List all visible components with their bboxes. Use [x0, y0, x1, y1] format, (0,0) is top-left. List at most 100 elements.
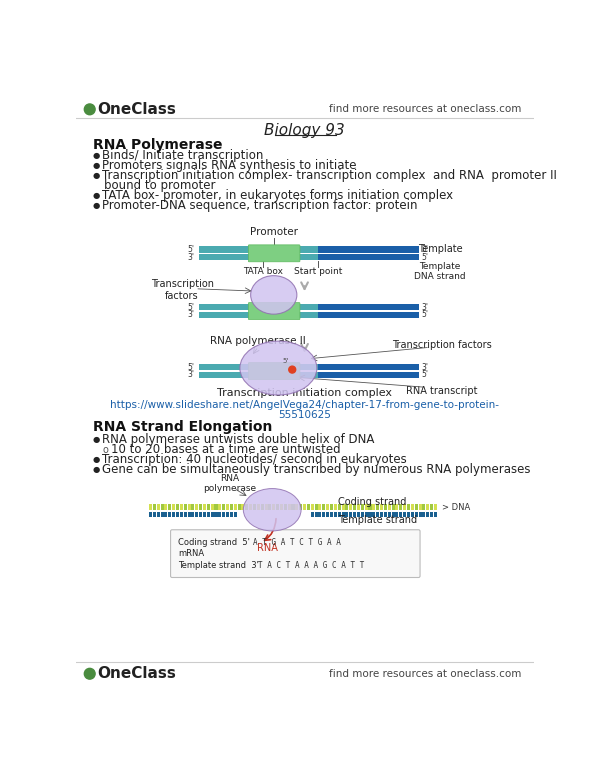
- Bar: [299, 504, 302, 510]
- Text: 10 to 20 bases at a time are untwisted: 10 to 20 bases at a time are untwisted: [111, 444, 341, 456]
- Text: A T G A T C T G A A: A T G A T C T G A A: [253, 537, 341, 547]
- Bar: [315, 504, 318, 510]
- Bar: [184, 512, 187, 517]
- Text: https://www.slideshare.net/AngelVega24/chapter-17-from-gene-to-protein-: https://www.slideshare.net/AngelVega24/c…: [110, 400, 499, 410]
- Bar: [330, 504, 333, 510]
- Bar: [388, 504, 391, 510]
- Bar: [322, 504, 325, 510]
- Bar: [199, 512, 202, 517]
- Bar: [380, 512, 383, 517]
- Bar: [168, 512, 171, 517]
- FancyBboxPatch shape: [248, 245, 300, 262]
- Ellipse shape: [240, 341, 317, 395]
- Bar: [315, 512, 318, 517]
- Text: Coding strand: Coding strand: [338, 497, 406, 507]
- Bar: [195, 504, 198, 510]
- Bar: [192, 504, 195, 510]
- Bar: [203, 504, 206, 510]
- Bar: [172, 504, 175, 510]
- Bar: [230, 512, 233, 517]
- Bar: [187, 504, 190, 510]
- Bar: [276, 504, 279, 510]
- Bar: [303, 504, 306, 510]
- Bar: [237, 504, 240, 510]
- Text: OneClass: OneClass: [98, 102, 176, 117]
- Bar: [338, 512, 341, 517]
- Bar: [199, 312, 418, 318]
- Bar: [322, 512, 325, 517]
- Text: bound to promoter: bound to promoter: [104, 179, 215, 192]
- Bar: [257, 504, 260, 510]
- Text: Biology 93: Biology 93: [264, 123, 345, 139]
- Bar: [203, 512, 206, 517]
- Bar: [245, 504, 248, 510]
- Bar: [192, 512, 195, 517]
- Text: 3': 3': [187, 370, 195, 380]
- Bar: [199, 246, 418, 253]
- Text: Transcription initiation complex- transcription complex  and RNA  promoter II: Transcription initiation complex- transc…: [102, 169, 557, 182]
- Text: > DNA: > DNA: [441, 503, 470, 512]
- Bar: [361, 504, 364, 510]
- Bar: [214, 504, 218, 510]
- Text: Template strand: Template strand: [338, 515, 416, 524]
- Bar: [211, 512, 214, 517]
- Text: 5': 5': [422, 370, 428, 380]
- Bar: [388, 512, 391, 517]
- Text: Promoter: Promoter: [250, 227, 298, 237]
- Bar: [365, 512, 368, 517]
- Text: ●: ●: [92, 151, 99, 160]
- Ellipse shape: [250, 276, 297, 314]
- Bar: [318, 504, 321, 510]
- Circle shape: [289, 367, 296, 373]
- Bar: [287, 504, 291, 510]
- Text: ●: ●: [92, 435, 99, 444]
- Circle shape: [84, 668, 95, 679]
- Text: Start point: Start point: [294, 266, 343, 276]
- Text: o: o: [102, 445, 108, 454]
- Bar: [249, 504, 252, 510]
- Bar: [272, 504, 275, 510]
- Bar: [376, 504, 379, 510]
- Ellipse shape: [243, 489, 301, 531]
- Text: 3': 3': [422, 245, 428, 254]
- Bar: [349, 512, 352, 517]
- Bar: [318, 312, 418, 318]
- Text: 5': 5': [422, 253, 428, 262]
- Text: RNA Polymerase: RNA Polymerase: [93, 138, 223, 152]
- Bar: [222, 504, 226, 510]
- Bar: [372, 504, 375, 510]
- Text: find more resources at oneclass.com: find more resources at oneclass.com: [328, 105, 521, 114]
- Bar: [176, 512, 179, 517]
- Text: RNA polymerase II: RNA polymerase II: [211, 336, 306, 346]
- Text: ●: ●: [92, 161, 99, 170]
- Bar: [418, 504, 422, 510]
- Bar: [415, 512, 418, 517]
- Bar: [207, 512, 210, 517]
- Bar: [307, 504, 310, 510]
- Bar: [161, 504, 164, 510]
- Bar: [176, 504, 179, 510]
- Bar: [153, 504, 156, 510]
- Bar: [361, 512, 364, 517]
- Text: find more resources at oneclass.com: find more resources at oneclass.com: [328, 669, 521, 678]
- Text: RNA Strand Elongation: RNA Strand Elongation: [93, 420, 272, 434]
- Bar: [168, 504, 171, 510]
- Text: ●: ●: [92, 191, 99, 200]
- Bar: [199, 254, 418, 260]
- Text: TATA box- promoter, in eukaryotes forms initiation complex: TATA box- promoter, in eukaryotes forms …: [102, 189, 453, 202]
- Bar: [199, 364, 418, 370]
- Bar: [149, 504, 152, 510]
- Bar: [280, 504, 283, 510]
- Circle shape: [84, 104, 95, 115]
- Bar: [338, 504, 341, 510]
- Text: mRNA: mRNA: [178, 549, 205, 558]
- Bar: [434, 512, 437, 517]
- Bar: [330, 512, 333, 517]
- Bar: [396, 504, 399, 510]
- Text: Template strand  3': Template strand 3': [178, 561, 259, 570]
- Text: Promoters signals RNA synthesis to initiate: Promoters signals RNA synthesis to initi…: [102, 159, 356, 172]
- Bar: [218, 504, 221, 510]
- Bar: [326, 504, 329, 510]
- Bar: [415, 504, 418, 510]
- Text: TATA box: TATA box: [243, 266, 283, 276]
